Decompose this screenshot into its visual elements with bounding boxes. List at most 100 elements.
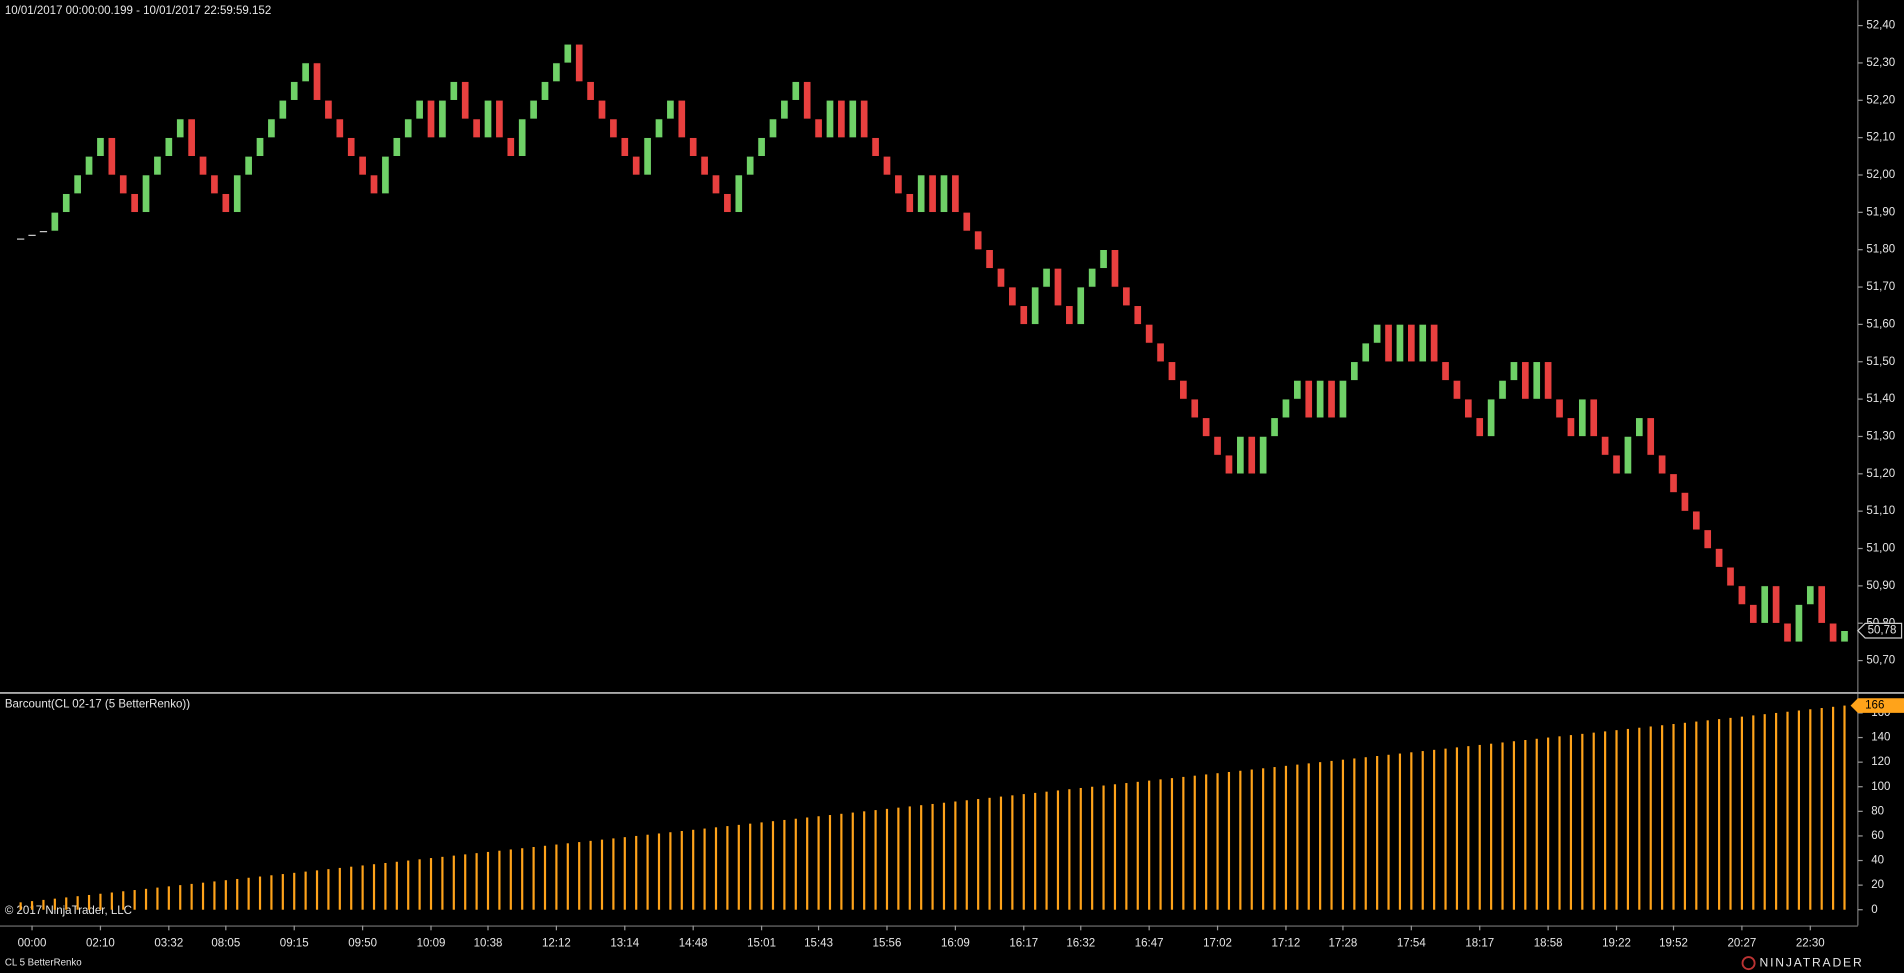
bar (1695, 721, 1698, 910)
candle (951, 174, 960, 213)
y-tick-label: 50,70 (1866, 655, 1895, 667)
bar (270, 875, 273, 910)
candle (1361, 342, 1370, 363)
bar (53, 898, 56, 910)
candle (267, 118, 276, 138)
candle (1316, 380, 1325, 419)
candle (1601, 436, 1610, 456)
candle (1680, 492, 1689, 512)
candle (1806, 585, 1815, 605)
candle (757, 137, 766, 157)
candle (1703, 529, 1712, 549)
bar (1604, 731, 1607, 910)
bar (669, 832, 672, 910)
candle (1031, 286, 1040, 325)
candle (73, 174, 82, 194)
bar (1239, 770, 1242, 910)
candle (381, 156, 390, 194)
candle (928, 174, 937, 213)
bar (1148, 780, 1151, 910)
bar (1045, 791, 1048, 910)
candle (1418, 324, 1427, 363)
candle (1190, 398, 1199, 419)
bar (372, 864, 376, 910)
y-tick-label: 60 (1871, 830, 1884, 842)
candle (1544, 361, 1553, 400)
bar (1079, 787, 1082, 910)
bar (144, 888, 148, 910)
y-tick-label: 100 (1871, 781, 1890, 793)
candle (187, 118, 196, 157)
candle (1555, 398, 1564, 419)
bar (1718, 719, 1721, 910)
bar (1250, 769, 1253, 910)
y-tick-label: 52,00 (1866, 169, 1895, 181)
bar (543, 845, 547, 910)
candle (1145, 324, 1154, 344)
y-tick-label: 50,90 (1866, 580, 1895, 592)
y-tick-label: 40 (1871, 855, 1884, 867)
brand: NINJATRADER (1760, 955, 1864, 969)
x-tick-label: 13:14 (610, 938, 639, 950)
x-tick-label: 15:56 (873, 938, 902, 950)
candle (1635, 417, 1644, 437)
bar (1398, 753, 1402, 910)
bar (999, 796, 1003, 910)
candle (495, 99, 504, 138)
copyright: © 2017 NinjaTrader, LLC (5, 905, 132, 917)
candle (1487, 398, 1496, 437)
candle (1783, 622, 1792, 643)
bar (885, 808, 889, 910)
candle (449, 81, 458, 101)
candle (1498, 380, 1507, 400)
candle (575, 43, 584, 82)
bar (441, 856, 444, 910)
candle (85, 156, 93, 176)
candle (484, 99, 492, 138)
bar (1547, 737, 1550, 910)
candle (290, 81, 299, 101)
bar (1364, 757, 1367, 910)
candle (1042, 268, 1051, 288)
bar (1661, 725, 1664, 910)
bar (1729, 717, 1732, 910)
candle (552, 62, 561, 82)
bar (1011, 795, 1014, 910)
bar (1444, 748, 1447, 910)
instrument-label: CL 5 BetterRenko (5, 958, 82, 969)
bar (1706, 720, 1709, 910)
x-tick-label: 16:17 (1009, 938, 1038, 950)
bar (224, 880, 227, 910)
candle (1327, 380, 1336, 419)
bar (1113, 784, 1117, 910)
bar (350, 866, 353, 910)
x-tick-label: 03:32 (154, 938, 183, 950)
candle (438, 99, 447, 138)
bar (612, 838, 615, 910)
candle (734, 174, 743, 213)
x-tick-label: 16:47 (1135, 938, 1164, 950)
candle (107, 137, 116, 176)
y-tick-label: 52,40 (1866, 20, 1895, 32)
bar (600, 839, 604, 910)
candle (769, 118, 777, 138)
candle (50, 212, 59, 232)
bar (1034, 792, 1037, 910)
bar (327, 869, 330, 910)
candle (404, 118, 413, 138)
candle (883, 156, 891, 176)
bar (714, 827, 718, 910)
bar (1638, 727, 1641, 910)
candle (256, 137, 264, 157)
candle (632, 156, 641, 176)
bar (1410, 752, 1413, 910)
bar (977, 799, 980, 910)
x-tick-label: 02:10 (86, 938, 115, 950)
bar (817, 816, 820, 910)
y-tick-label: 51,40 (1866, 393, 1895, 405)
bar (578, 842, 581, 910)
bar (452, 855, 455, 910)
candle (1840, 630, 1849, 643)
candle (244, 156, 253, 176)
